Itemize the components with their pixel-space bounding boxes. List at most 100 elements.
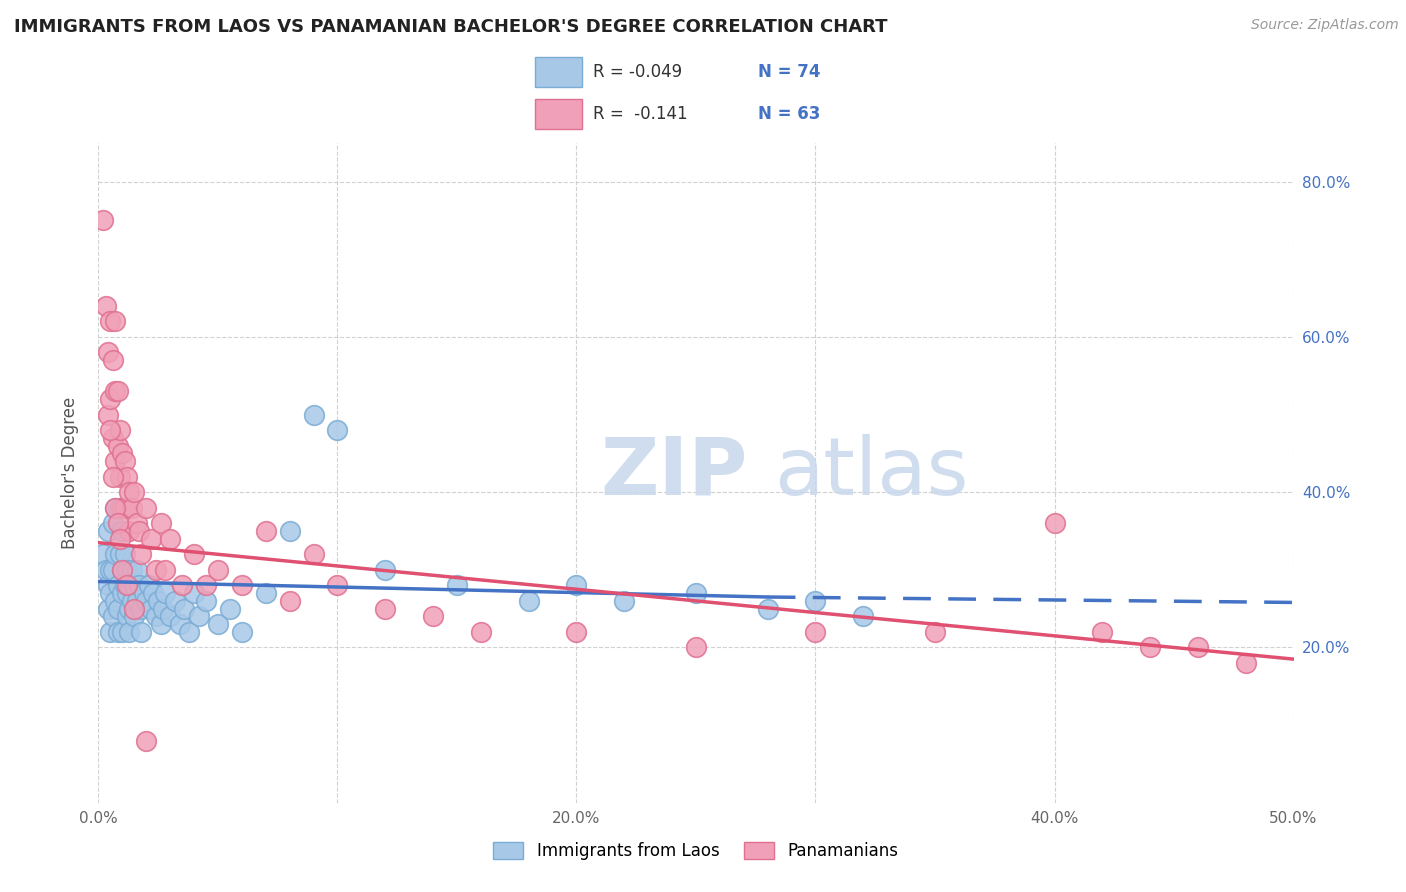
Point	[115, 609, 138, 624]
Point	[101, 563, 124, 577]
Point	[613, 594, 636, 608]
Point	[804, 624, 827, 639]
Point	[97, 345, 120, 359]
Point	[145, 563, 167, 577]
Point	[183, 586, 205, 600]
Point	[94, 299, 117, 313]
Point	[104, 454, 127, 468]
Point	[114, 547, 136, 561]
Point	[195, 578, 218, 592]
Point	[254, 586, 277, 600]
Point	[135, 733, 157, 747]
Point	[107, 384, 129, 399]
Point	[135, 594, 157, 608]
Point	[128, 524, 150, 538]
Point	[91, 213, 114, 227]
Point	[326, 423, 349, 437]
Point	[114, 500, 136, 515]
Point	[1234, 656, 1257, 670]
Point	[148, 594, 170, 608]
Point	[98, 423, 122, 437]
Point	[104, 594, 127, 608]
Point	[685, 640, 707, 655]
Point	[114, 454, 136, 468]
Text: N = 63: N = 63	[758, 105, 820, 123]
Point	[139, 532, 162, 546]
Text: IMMIGRANTS FROM LAOS VS PANAMANIAN BACHELOR'S DEGREE CORRELATION CHART: IMMIGRANTS FROM LAOS VS PANAMANIAN BACHE…	[14, 18, 887, 36]
Point	[139, 601, 162, 615]
Point	[924, 624, 946, 639]
Point	[101, 609, 124, 624]
Point	[104, 500, 127, 515]
Point	[195, 594, 218, 608]
Point	[98, 392, 122, 406]
Point	[98, 586, 122, 600]
Point	[125, 516, 148, 531]
Point	[254, 524, 277, 538]
Point	[115, 563, 138, 577]
Point	[470, 624, 492, 639]
Point	[114, 578, 136, 592]
Point	[124, 578, 146, 592]
Point	[302, 408, 325, 422]
Legend: Immigrants from Laos, Panamanians: Immigrants from Laos, Panamanians	[486, 836, 905, 867]
Point	[756, 601, 779, 615]
Point	[131, 547, 153, 561]
Point	[108, 547, 131, 561]
Point	[94, 563, 117, 577]
Point	[97, 408, 120, 422]
Point	[169, 617, 191, 632]
Point	[207, 617, 229, 632]
Point	[565, 578, 588, 592]
Point	[207, 563, 229, 577]
Text: N = 74: N = 74	[758, 63, 820, 81]
Point	[422, 609, 444, 624]
Point	[131, 601, 153, 615]
Point	[97, 601, 120, 615]
Point	[128, 578, 150, 592]
Point	[278, 524, 301, 538]
Point	[302, 547, 325, 561]
Point	[101, 469, 124, 483]
Point	[125, 594, 148, 608]
Point	[107, 624, 129, 639]
Point	[124, 485, 146, 500]
Point	[1187, 640, 1209, 655]
Point	[104, 547, 127, 561]
Text: R = -0.049: R = -0.049	[593, 63, 682, 81]
Point	[121, 500, 143, 515]
Bar	[534, 57, 582, 87]
Point	[155, 563, 177, 577]
Point	[111, 563, 134, 577]
Y-axis label: Bachelor's Degree: Bachelor's Degree	[60, 397, 79, 549]
Point	[118, 485, 141, 500]
Point	[163, 594, 186, 608]
Point	[326, 578, 349, 592]
Point	[231, 578, 253, 592]
Point	[98, 314, 122, 328]
Text: R =  -0.141: R = -0.141	[593, 105, 688, 123]
Point	[101, 353, 124, 368]
Point	[104, 314, 127, 328]
Point	[104, 500, 127, 515]
Point	[111, 563, 134, 577]
Point	[115, 578, 138, 592]
Point	[107, 601, 129, 615]
Point	[98, 563, 122, 577]
Point	[149, 617, 172, 632]
Text: atlas: atlas	[773, 434, 967, 512]
Point	[111, 446, 134, 460]
Point	[132, 586, 155, 600]
Point	[104, 384, 127, 399]
Point	[111, 624, 134, 639]
Point	[135, 500, 157, 515]
Point	[101, 431, 124, 445]
Point	[97, 524, 120, 538]
Point	[517, 594, 540, 608]
Bar	[534, 99, 582, 129]
Point	[179, 624, 201, 639]
Point	[145, 609, 167, 624]
Point	[446, 578, 468, 592]
Point	[1139, 640, 1161, 655]
Point	[138, 578, 160, 592]
